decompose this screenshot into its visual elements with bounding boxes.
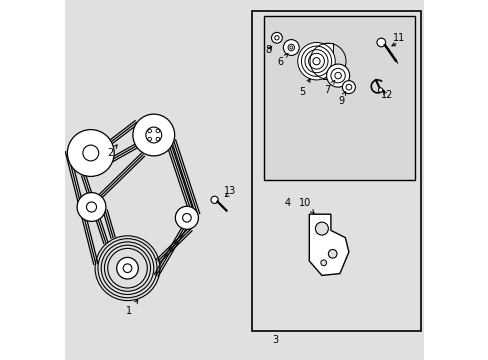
Circle shape — [287, 44, 294, 51]
Circle shape — [274, 36, 279, 40]
Text: 1: 1 — [126, 300, 138, 316]
Circle shape — [289, 46, 292, 49]
Circle shape — [156, 137, 159, 141]
Circle shape — [77, 193, 106, 221]
Text: 11: 11 — [392, 33, 405, 43]
Bar — [322, 43, 332, 79]
Bar — [251, 11, 420, 331]
Bar — [264, 16, 415, 180]
Circle shape — [147, 137, 151, 141]
Circle shape — [297, 42, 335, 80]
Text: 5: 5 — [298, 79, 309, 97]
Circle shape — [326, 64, 349, 87]
Circle shape — [123, 264, 132, 273]
Circle shape — [334, 72, 341, 79]
Circle shape — [82, 145, 99, 161]
Text: 8: 8 — [265, 45, 271, 55]
Circle shape — [175, 206, 198, 229]
Circle shape — [182, 213, 191, 222]
Circle shape — [342, 81, 355, 94]
Circle shape — [330, 68, 345, 83]
Circle shape — [346, 84, 351, 90]
Circle shape — [328, 249, 336, 258]
Circle shape — [86, 202, 96, 212]
Circle shape — [271, 32, 282, 43]
Circle shape — [376, 38, 385, 47]
Text: 7: 7 — [324, 80, 334, 95]
Circle shape — [156, 129, 159, 133]
Text: 12: 12 — [380, 90, 392, 100]
Circle shape — [67, 130, 114, 176]
Circle shape — [145, 127, 162, 143]
Text: 9: 9 — [337, 92, 345, 106]
Circle shape — [378, 88, 382, 92]
Text: 3: 3 — [271, 335, 278, 345]
Circle shape — [283, 40, 299, 55]
Circle shape — [117, 257, 138, 279]
Text: 6: 6 — [277, 53, 287, 67]
Circle shape — [147, 129, 151, 133]
Circle shape — [315, 222, 328, 235]
Text: 13: 13 — [224, 186, 236, 196]
Text: 4: 4 — [284, 198, 290, 208]
Circle shape — [320, 260, 326, 266]
Circle shape — [133, 114, 174, 156]
Text: 10: 10 — [298, 198, 313, 213]
Circle shape — [211, 196, 218, 203]
Text: 2: 2 — [107, 145, 117, 158]
Polygon shape — [309, 214, 348, 275]
